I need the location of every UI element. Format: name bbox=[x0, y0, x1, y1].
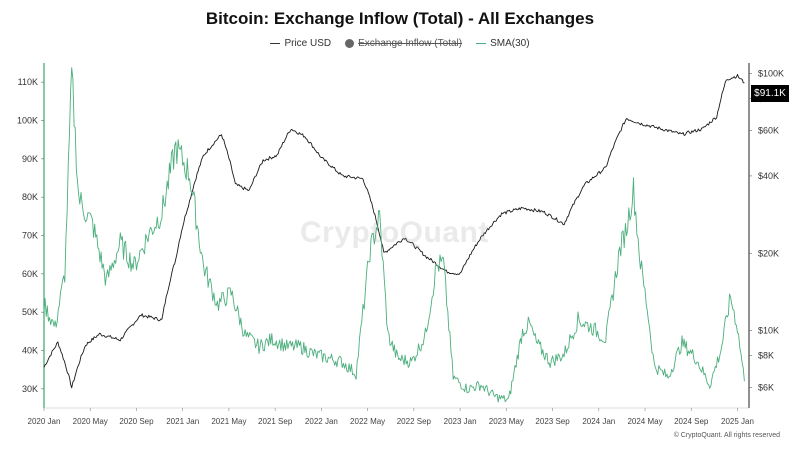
legend-item-inflow[interactable]: Exchange Inflow (Total) bbox=[345, 38, 462, 49]
price-badge: $91.1K bbox=[751, 85, 789, 102]
x-tick-label: 2024 May bbox=[627, 417, 662, 426]
legend-item-sma[interactable]: SMA(30) bbox=[476, 38, 530, 49]
chart-legend: Price USD Exchange Inflow (Total) SMA(30… bbox=[0, 38, 800, 49]
y-left-tick-label: 90K bbox=[22, 154, 38, 164]
x-tick-label: 2020 Jan bbox=[28, 417, 61, 426]
legend-dot-icon bbox=[345, 39, 355, 48]
y-right-tick-label: $60K bbox=[758, 126, 779, 136]
x-tick-label: 2024 Sep bbox=[674, 417, 709, 426]
y-right-tick-label: $20K bbox=[758, 248, 779, 258]
y-left-tick-label: 50K bbox=[22, 307, 38, 317]
x-tick-label: 2020 Sep bbox=[119, 417, 154, 426]
x-tick-label: 2025 Jan bbox=[721, 417, 754, 426]
y-left-tick-label: 60K bbox=[22, 269, 38, 279]
x-tick-label: 2023 Sep bbox=[535, 417, 570, 426]
x-tick-label: 2024 Jan bbox=[582, 417, 615, 426]
series-line-sma bbox=[43, 67, 745, 403]
legend-label-inflow: Exchange Inflow (Total) bbox=[358, 38, 463, 49]
legend-line-icon bbox=[270, 43, 281, 44]
legend-line-icon bbox=[476, 43, 487, 44]
x-tick-label: 2022 Sep bbox=[397, 417, 432, 426]
x-tick-label: 2021 Sep bbox=[258, 417, 293, 426]
legend-label-sma: SMA(30) bbox=[490, 38, 530, 49]
y-right-tick-label: $8K bbox=[758, 351, 774, 361]
y-left-tick-label: 30K bbox=[22, 384, 38, 394]
y-left-tick-label: 100K bbox=[17, 116, 38, 126]
y-right-tick-label: $40K bbox=[758, 171, 779, 181]
y-right-tick-label: $6K bbox=[758, 383, 774, 393]
x-tick-label: 2020 May bbox=[73, 417, 108, 426]
y-left-tick-label: 70K bbox=[22, 231, 38, 241]
y-left-tick-label: 80K bbox=[22, 192, 38, 202]
x-tick-label: 2021 May bbox=[211, 417, 246, 426]
chart-title: Bitcoin: Exchange Inflow (Total) - All E… bbox=[205, 9, 595, 28]
x-tick-label: 2021 Jan bbox=[166, 417, 199, 426]
legend-label-price: Price USD bbox=[284, 38, 332, 49]
y-left-tick-label: 110K bbox=[18, 77, 38, 87]
x-tick-label: 2022 Jan bbox=[305, 417, 338, 426]
x-tick-label: 2023 Jan bbox=[444, 417, 477, 426]
y-right-tick-label: $10K bbox=[758, 326, 779, 336]
watermark: CryptoQuant bbox=[300, 216, 489, 249]
y-right-tick-label: $100K bbox=[758, 69, 784, 79]
copyright-text: © CryptoQuant. All rights reserved bbox=[673, 432, 780, 439]
legend-item-price[interactable]: Price USD bbox=[270, 38, 331, 49]
x-tick-label: 2023 May bbox=[489, 417, 524, 426]
series-line-price bbox=[43, 73, 745, 389]
y-left-tick-label: 40K bbox=[22, 346, 38, 356]
x-tick-label: 2022 May bbox=[350, 417, 385, 426]
